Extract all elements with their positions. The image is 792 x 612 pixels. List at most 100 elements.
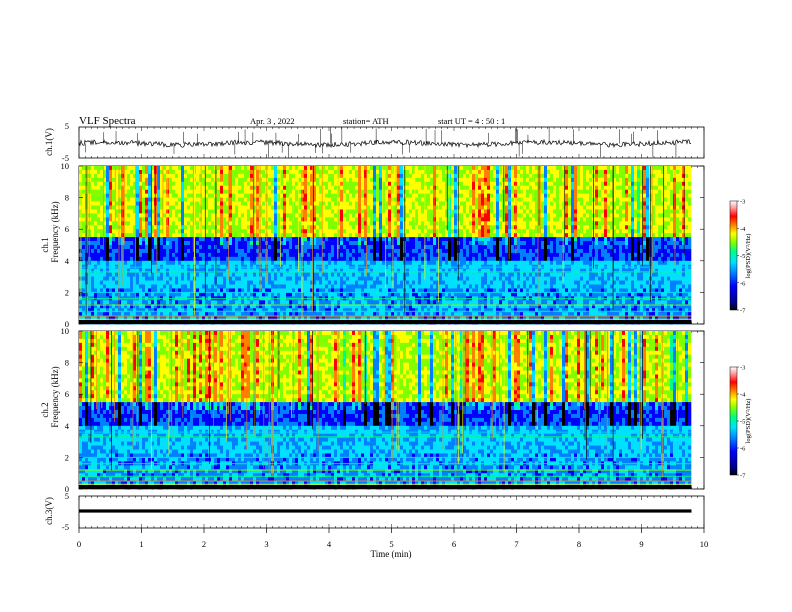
spectrogram-cell bbox=[121, 177, 125, 183]
spectrogram-cell bbox=[304, 209, 308, 214]
spectrogram-cell bbox=[328, 272, 332, 277]
spectrogram-cell bbox=[139, 237, 143, 242]
spectrogram-cell bbox=[94, 177, 98, 183]
spectrogram-cell bbox=[115, 248, 119, 254]
spectrogram-cell bbox=[244, 225, 248, 230]
spectrogram-cell bbox=[202, 292, 206, 297]
spectrogram-cell bbox=[247, 189, 251, 194]
spectrogram-cell bbox=[385, 173, 389, 179]
spectrogram-cell bbox=[151, 225, 155, 230]
spectrogram-cell bbox=[172, 292, 176, 297]
spectrogram-cell bbox=[283, 221, 287, 226]
spectrogram-cell bbox=[349, 268, 353, 273]
spectrogram-cell bbox=[202, 189, 206, 194]
spectrogram-cell bbox=[262, 189, 266, 194]
spectrogram-cell bbox=[175, 189, 179, 194]
spectrogram-cell bbox=[184, 276, 188, 281]
spectrogram-cell bbox=[208, 256, 212, 262]
spectrogram-cell bbox=[328, 166, 332, 171]
spectrogram-cell bbox=[322, 316, 326, 321]
spectrogram-cell bbox=[82, 225, 86, 230]
spectrogram-cell bbox=[94, 201, 98, 206]
spectrogram-cell bbox=[337, 169, 341, 175]
spectrogram-cell bbox=[142, 260, 146, 266]
spectrogram-cell bbox=[247, 308, 251, 313]
spectrogram-cell bbox=[178, 173, 182, 179]
spectrogram-cell bbox=[316, 252, 320, 258]
spectrogram-cell bbox=[271, 193, 275, 198]
spectrogram-cell bbox=[328, 300, 332, 305]
spectrogram-cell bbox=[316, 316, 320, 321]
spectrogram-cell bbox=[361, 213, 365, 218]
spectrogram-cell bbox=[223, 308, 227, 313]
spectrogram-cell bbox=[100, 237, 104, 242]
spectrogram-cell bbox=[121, 304, 125, 309]
spectrogram-cell bbox=[331, 225, 335, 230]
spectrogram-cell bbox=[298, 201, 302, 206]
spectrogram-cell bbox=[199, 181, 203, 187]
spectrogram-cell bbox=[160, 245, 164, 250]
spectrogram-cell bbox=[262, 300, 266, 305]
spectrogram-cell bbox=[385, 221, 389, 226]
spectrogram-cell bbox=[151, 241, 155, 246]
spectrogram-cell bbox=[124, 284, 128, 289]
spectrogram-cell bbox=[259, 300, 263, 305]
spectrogram-cell bbox=[115, 181, 119, 187]
spectrogram-cell bbox=[166, 189, 170, 194]
spectrogram-cell bbox=[334, 300, 338, 305]
spectrogram-cell bbox=[271, 308, 275, 313]
spectrogram-cell bbox=[172, 237, 176, 242]
spectrogram-cell bbox=[226, 213, 230, 218]
spectrogram-cell bbox=[307, 252, 311, 258]
spectrogram-cell bbox=[148, 248, 152, 254]
spectrogram-cell bbox=[340, 205, 344, 210]
spectrogram-cell bbox=[277, 193, 281, 198]
spectrogram-cell bbox=[325, 292, 329, 297]
spectrogram-cell bbox=[277, 166, 281, 171]
spectrogram-cell bbox=[211, 276, 215, 281]
spectrogram-cell bbox=[298, 268, 302, 273]
spectrogram-cell bbox=[184, 185, 188, 190]
spectrogram-cell bbox=[244, 304, 248, 309]
spectrogram-cell bbox=[253, 185, 257, 190]
spectrogram-cell bbox=[232, 284, 236, 289]
spectrogram-cell bbox=[352, 272, 356, 277]
spectrogram-cell bbox=[124, 197, 128, 202]
spectrogram-cell bbox=[322, 241, 326, 246]
spectrogram-cell bbox=[307, 288, 311, 293]
spectrogram-cell bbox=[94, 169, 98, 175]
spectrogram-cell bbox=[160, 276, 164, 281]
spectrogram-cell bbox=[91, 260, 95, 266]
spectrogram-cell bbox=[211, 284, 215, 289]
spectrogram-cell bbox=[241, 193, 245, 198]
spectrogram-cell bbox=[130, 217, 134, 222]
spectrogram-cell bbox=[271, 213, 275, 218]
spectrogram-cell bbox=[163, 292, 167, 297]
spectrogram-cell bbox=[115, 292, 119, 297]
spectrogram-cell bbox=[220, 181, 224, 187]
spectrogram-cell bbox=[220, 209, 224, 214]
spectrogram-cell bbox=[382, 193, 386, 198]
spectrogram-cell bbox=[373, 300, 377, 305]
spectrogram-cell bbox=[121, 252, 125, 258]
spectrogram-cell bbox=[304, 268, 308, 273]
spectrogram-cell bbox=[211, 300, 215, 305]
spectrogram-cell bbox=[256, 237, 260, 242]
spectrogram-cell bbox=[208, 237, 212, 242]
spectrogram-cell bbox=[205, 260, 209, 266]
spectrogram-cell bbox=[82, 181, 86, 187]
spectrogram-cell bbox=[361, 300, 365, 305]
spectrogram-cell bbox=[361, 221, 365, 226]
spectrogram-cell bbox=[259, 245, 263, 250]
spectrogram-cell bbox=[289, 233, 293, 238]
spectrogram-cell bbox=[304, 252, 308, 258]
spectrogram-cell bbox=[310, 209, 314, 214]
spectrogram-cell bbox=[139, 201, 143, 206]
spectrogram-cell bbox=[355, 237, 359, 242]
spectrogram-cell bbox=[271, 225, 275, 230]
spectrogram-cell bbox=[328, 304, 332, 309]
spectrogram-cell bbox=[139, 221, 143, 226]
spectrogram-cell bbox=[304, 185, 308, 190]
spectrogram-cell bbox=[169, 312, 173, 317]
spectrogram-cell bbox=[310, 237, 314, 242]
